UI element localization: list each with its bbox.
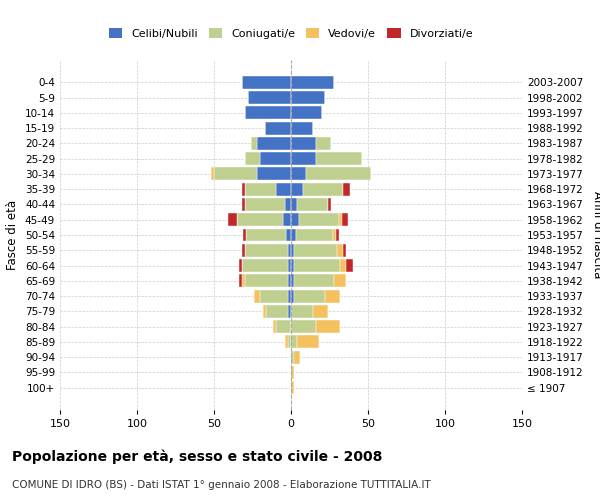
- Bar: [313, 305, 328, 318]
- Bar: [275, 182, 291, 196]
- Bar: [228, 214, 237, 226]
- Bar: [239, 259, 242, 272]
- Bar: [242, 259, 288, 272]
- Bar: [211, 168, 214, 180]
- Bar: [291, 182, 304, 196]
- Y-axis label: Fasce di età: Fasce di età: [7, 200, 19, 270]
- Text: COMUNE DI IDRO (BS) - Dati ISTAT 1° gennaio 2008 - Elaborazione TUTTITALIA.IT: COMUNE DI IDRO (BS) - Dati ISTAT 1° genn…: [12, 480, 431, 490]
- Bar: [291, 228, 296, 241]
- Bar: [257, 137, 291, 150]
- Bar: [291, 320, 316, 333]
- Bar: [242, 244, 245, 256]
- Bar: [285, 336, 288, 348]
- Bar: [342, 214, 348, 226]
- Bar: [296, 228, 332, 241]
- Bar: [291, 198, 297, 211]
- Bar: [260, 152, 291, 165]
- Bar: [283, 214, 291, 226]
- Bar: [325, 290, 340, 302]
- Bar: [291, 366, 294, 379]
- Bar: [237, 214, 283, 226]
- Bar: [340, 259, 346, 272]
- Bar: [291, 76, 334, 89]
- Bar: [291, 350, 294, 364]
- Bar: [291, 152, 316, 165]
- Bar: [251, 137, 257, 150]
- Bar: [263, 305, 266, 318]
- Bar: [291, 137, 316, 150]
- Bar: [316, 152, 362, 165]
- Bar: [294, 244, 337, 256]
- Bar: [265, 122, 291, 134]
- Bar: [214, 168, 257, 180]
- Bar: [242, 274, 245, 287]
- Bar: [242, 76, 291, 89]
- Bar: [286, 228, 291, 241]
- Bar: [291, 106, 322, 120]
- Bar: [266, 305, 288, 318]
- Bar: [291, 259, 294, 272]
- Bar: [291, 214, 299, 226]
- Legend: Celibi/Nubili, Coniugati/e, Vedovi/e, Divorziati/e: Celibi/Nubili, Coniugati/e, Vedovi/e, Di…: [104, 24, 478, 43]
- Bar: [242, 182, 245, 196]
- Bar: [337, 244, 343, 256]
- Bar: [239, 274, 242, 287]
- Bar: [272, 320, 275, 333]
- Bar: [242, 198, 245, 211]
- Bar: [328, 198, 331, 211]
- Bar: [316, 137, 331, 150]
- Bar: [245, 274, 288, 287]
- Bar: [294, 290, 325, 302]
- Bar: [346, 259, 353, 272]
- Bar: [294, 274, 334, 287]
- Bar: [343, 244, 346, 256]
- Bar: [291, 274, 294, 287]
- Bar: [316, 320, 340, 333]
- Bar: [294, 259, 340, 272]
- Bar: [343, 182, 350, 196]
- Bar: [288, 305, 291, 318]
- Bar: [291, 381, 294, 394]
- Bar: [245, 152, 260, 165]
- Bar: [291, 244, 294, 256]
- Text: Popolazione per età, sesso e stato civile - 2008: Popolazione per età, sesso e stato civil…: [12, 450, 382, 464]
- Bar: [291, 91, 325, 104]
- Bar: [285, 198, 291, 211]
- Bar: [291, 168, 307, 180]
- Bar: [288, 259, 291, 272]
- Bar: [275, 320, 291, 333]
- Bar: [254, 290, 260, 302]
- Bar: [245, 106, 291, 120]
- Bar: [288, 290, 291, 302]
- Bar: [334, 274, 346, 287]
- Bar: [243, 228, 247, 241]
- Bar: [288, 244, 291, 256]
- Bar: [339, 214, 342, 226]
- Bar: [291, 305, 313, 318]
- Bar: [247, 228, 286, 241]
- Bar: [304, 182, 343, 196]
- Bar: [291, 336, 297, 348]
- Bar: [335, 228, 339, 241]
- Bar: [291, 290, 294, 302]
- Bar: [245, 198, 285, 211]
- Bar: [288, 336, 291, 348]
- Bar: [248, 91, 291, 104]
- Bar: [297, 198, 328, 211]
- Bar: [257, 168, 291, 180]
- Bar: [245, 244, 288, 256]
- Bar: [291, 122, 313, 134]
- Bar: [332, 228, 335, 241]
- Bar: [288, 274, 291, 287]
- Bar: [260, 290, 288, 302]
- Y-axis label: Anni di nascita: Anni di nascita: [592, 192, 600, 278]
- Bar: [297, 336, 319, 348]
- Bar: [294, 350, 300, 364]
- Bar: [299, 214, 339, 226]
- Bar: [245, 182, 275, 196]
- Bar: [307, 168, 371, 180]
